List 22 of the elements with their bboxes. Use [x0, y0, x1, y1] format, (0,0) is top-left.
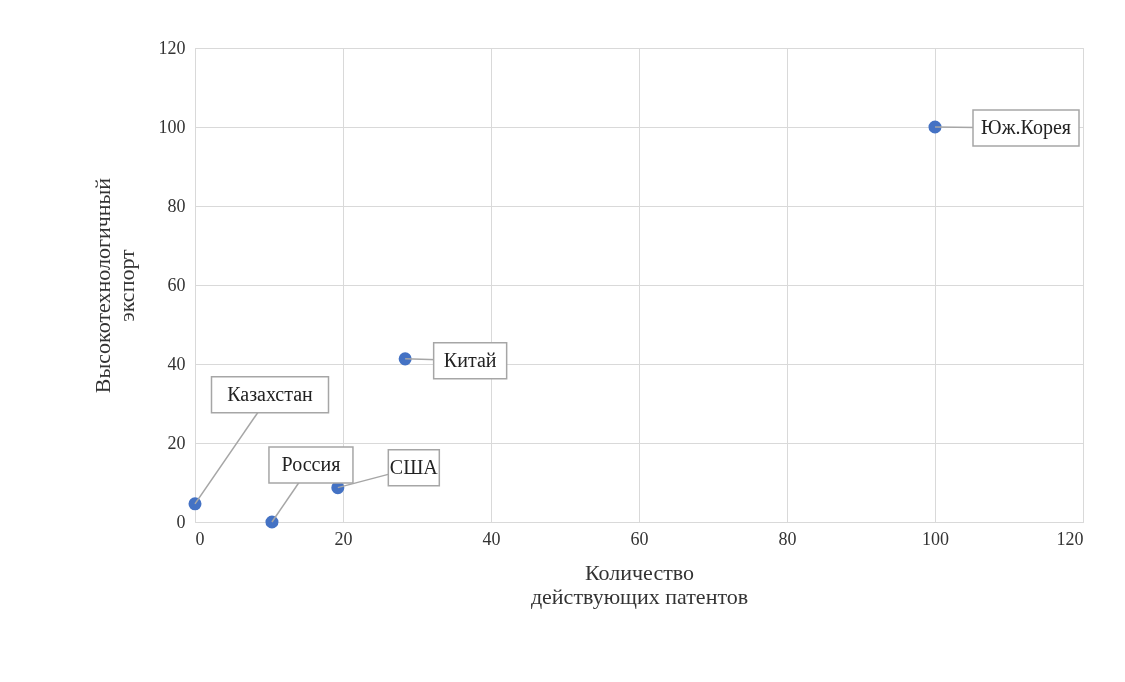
x-axis-title: Количество действующих патентов	[530, 559, 749, 609]
y-tick-label: 0	[176, 511, 186, 532]
y-axis-title: Высокотехнологичный экспорт	[89, 177, 139, 394]
y-tick-label: 80	[167, 195, 186, 216]
annotation: Казахстан	[227, 382, 314, 405]
x-tick-label: 60	[630, 528, 649, 549]
x-tick-label: 100	[922, 528, 949, 549]
x-tick-label: 120	[1056, 528, 1084, 549]
annotation: Юж.Корея	[980, 116, 1072, 139]
x-tick-label: 20	[334, 528, 353, 549]
y-tick-label: 40	[167, 353, 186, 374]
y-tick-label: 100	[158, 116, 186, 137]
x-tick-label: 0	[195, 528, 205, 549]
annotation: Россия	[281, 453, 341, 475]
y-tick-label: 20	[167, 432, 186, 453]
y-tick-label: 60	[167, 274, 186, 295]
x-tick-label: 40	[482, 528, 501, 549]
x-tick-label: 80	[778, 528, 797, 549]
annotation: Китай	[443, 348, 497, 371]
point	[188, 497, 202, 511]
annotation: США	[389, 455, 439, 478]
y-tick-label: 120	[158, 37, 186, 58]
